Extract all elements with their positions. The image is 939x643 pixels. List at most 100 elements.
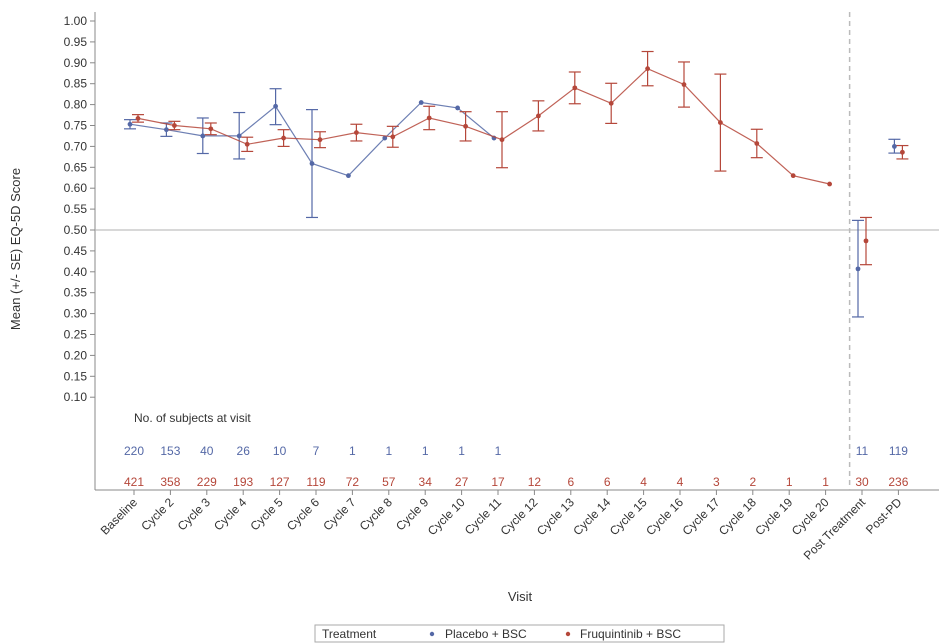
subject-count: 2 [749,475,756,489]
subject-count: 153 [160,444,180,458]
subject-count: 358 [160,475,180,489]
data-point [390,134,396,140]
data-point [135,115,141,121]
x-tick-label: Cycle 7 [320,495,358,533]
subject-count: 7 [313,444,320,458]
y-tick-label: 0.45 [64,244,88,258]
y-tick-label: 0.65 [64,160,88,174]
data-point [608,100,614,106]
subject-count: 220 [124,444,144,458]
x-tick-label: Cycle 2 [138,495,176,533]
data-point [418,100,424,105]
subject-count: 119 [889,444,908,458]
data-point [499,137,505,143]
subject-count: 119 [306,475,325,489]
y-tick-label: 0.25 [64,328,88,342]
data-point [164,127,169,133]
y-tick-label: 0.80 [64,98,88,112]
series-layer [124,50,909,318]
data-point [317,137,323,143]
data-point [681,82,687,87]
subject-count: 11 [856,444,869,458]
data-point [208,126,214,132]
x-tick-label: Cycle 3 [175,495,213,533]
data-point [900,149,905,155]
subject-count: 3 [713,475,720,489]
subject-count: 40 [200,444,214,458]
subject-count: 27 [455,475,469,489]
legend-title: Treatment [322,627,377,641]
data-point [426,115,432,121]
legend-marker-fruquintinib [565,631,571,637]
subject-count: 421 [124,475,144,489]
x-tick-label: Cycle 19 [752,495,795,538]
legend-box [314,624,725,643]
y-tick-label: 0.30 [64,307,88,321]
subjects-table-title: No. of subjects at visit [134,411,251,425]
subject-count: 6 [604,475,611,489]
data-point [236,133,242,139]
subject-count: 1 [349,444,356,458]
data-point [273,103,278,109]
subjects-table: No. of subjects at visit 220 153 40 26 10 7 1 1… [124,411,909,489]
y-tick-label: 0.40 [64,265,88,279]
x-tick-label: Cycle 18 [716,495,759,538]
x-tick-label: Baseline [98,495,141,538]
y-tick-label: 0.75 [64,119,88,133]
subject-count: 1 [786,475,793,489]
data-point [855,266,861,272]
data-point [645,66,650,72]
data-point [172,123,177,128]
series-placebo [124,88,901,318]
data-point [892,144,897,149]
x-tick-label: Cycle 5 [248,495,286,533]
data-point [572,85,578,91]
data-point [127,121,133,127]
x-tick-label: Cycle 10 [425,495,468,538]
y-tick-label: 0.35 [64,286,88,300]
x-tick-label: Cycle 15 [607,495,650,538]
data-point [827,181,832,187]
y-tick-label: 1.00 [64,14,88,28]
x-tick-label: Cycle 6 [284,495,322,533]
y-tick-label: 0.60 [64,181,88,195]
data-point [244,141,250,147]
subject-count: 72 [346,475,360,489]
subject-count: 4 [640,475,647,489]
x-axis-label: Visit [508,589,533,604]
x-tick-label: Cycle 4 [211,495,249,533]
series-fruquintinib [132,50,909,266]
data-point [863,238,869,244]
data-point [790,173,796,179]
x-tick-label: Cycle 12 [498,495,541,538]
x-tick-label: Cycle 17 [680,495,723,538]
y-tick-label: 0.20 [64,348,88,362]
data-point [354,130,359,136]
subject-count: 193 [233,475,253,489]
subject-count: 236 [888,475,908,489]
x-tick-label: Post-PD [863,495,905,537]
y-tick-label: 0.15 [64,369,88,383]
subject-count: 1 [822,475,829,489]
data-point [463,123,468,129]
y-tick-label: 0.55 [64,202,88,216]
y-tick-label: 0.95 [64,35,88,49]
x-tick-label: Cycle 8 [357,495,395,533]
data-point [718,120,723,125]
x-tick-label: Cycle 14 [570,495,613,538]
y-axis-label: Mean (+/- SE) EQ-5D Score [8,168,23,330]
data-point [200,133,206,139]
subject-count: 30 [855,475,869,489]
data-point [536,113,541,119]
subject-count: 26 [237,444,251,458]
data-point [455,105,460,111]
y-axis: 1.00 0.95 0.90 0.85 0.80 0.75 0.70 0.65 0.60 0.55… [64,14,95,404]
series-line [137,67,830,185]
subject-count: 1 [422,444,429,458]
y-tick-label: 0.10 [64,390,88,404]
legend: Treatment Placebo + BSC Fruquintinib + B… [314,624,725,643]
data-point [309,161,315,166]
y-tick-label: 0.70 [64,139,88,153]
